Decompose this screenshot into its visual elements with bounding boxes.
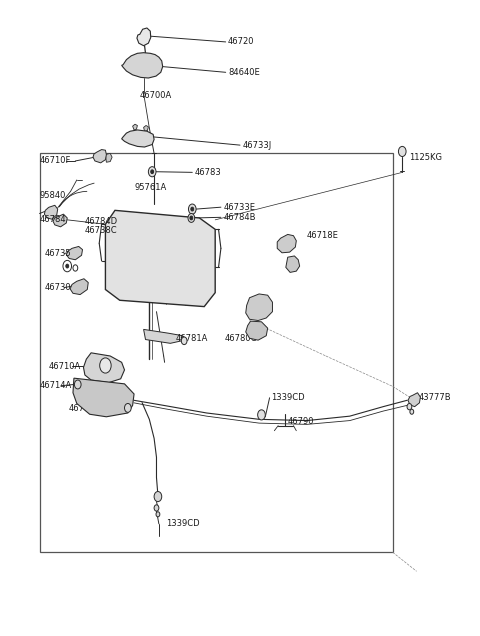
Polygon shape (277, 235, 296, 252)
Text: 1125KG: 1125KG (409, 153, 443, 162)
Text: 46738C: 46738C (85, 226, 118, 235)
Text: 43777B: 43777B (419, 392, 452, 402)
Circle shape (410, 409, 414, 414)
Polygon shape (53, 214, 67, 227)
Text: 46710A: 46710A (49, 362, 82, 371)
Polygon shape (144, 125, 148, 131)
Text: 84640E: 84640E (228, 68, 260, 77)
Text: 95761A: 95761A (134, 183, 166, 192)
Circle shape (154, 505, 159, 511)
Text: 46784D: 46784D (85, 218, 118, 226)
Polygon shape (73, 378, 134, 417)
Polygon shape (106, 153, 112, 162)
Bar (39, 153, 393, 552)
Text: 46783: 46783 (195, 168, 221, 177)
Polygon shape (70, 279, 88, 294)
Polygon shape (93, 149, 107, 163)
Circle shape (189, 204, 196, 214)
Text: 95840: 95840 (39, 191, 66, 200)
Circle shape (74, 380, 81, 389)
Text: 46700A: 46700A (140, 90, 172, 100)
Polygon shape (132, 124, 137, 130)
Polygon shape (66, 246, 83, 259)
Circle shape (124, 403, 131, 412)
Circle shape (100, 358, 111, 373)
Polygon shape (44, 205, 58, 219)
Text: 46714A: 46714A (39, 381, 72, 391)
Circle shape (258, 410, 265, 420)
Polygon shape (286, 256, 300, 272)
Circle shape (407, 403, 412, 410)
Circle shape (154, 492, 162, 502)
Polygon shape (84, 353, 124, 383)
Text: 46720: 46720 (228, 38, 254, 46)
Text: 46790: 46790 (288, 417, 314, 425)
Text: 46735: 46735 (44, 249, 71, 258)
Polygon shape (121, 130, 154, 147)
Text: 46718E: 46718E (307, 231, 339, 240)
Text: 1339CD: 1339CD (271, 393, 305, 403)
Circle shape (148, 167, 156, 177)
Text: 46781A: 46781A (176, 335, 208, 343)
Circle shape (156, 512, 160, 517)
Text: 46784: 46784 (39, 216, 66, 225)
Text: 46710F: 46710F (39, 156, 71, 165)
Polygon shape (246, 294, 273, 321)
Circle shape (190, 216, 193, 220)
Text: 46714A: 46714A (68, 404, 100, 413)
Text: 46733E: 46733E (223, 203, 255, 212)
Circle shape (151, 170, 154, 174)
Circle shape (66, 264, 69, 268)
Text: 46733J: 46733J (242, 141, 272, 149)
Polygon shape (121, 53, 163, 78)
Circle shape (398, 146, 406, 156)
Polygon shape (144, 329, 185, 343)
Text: 46784B: 46784B (223, 213, 256, 222)
Polygon shape (137, 28, 151, 46)
Polygon shape (106, 211, 215, 307)
Polygon shape (246, 321, 268, 340)
Text: 1339CD: 1339CD (166, 520, 200, 529)
Circle shape (191, 207, 194, 211)
Circle shape (188, 214, 195, 223)
Polygon shape (408, 392, 420, 406)
Circle shape (181, 337, 187, 345)
Text: 46730: 46730 (44, 283, 71, 292)
Text: 46780C: 46780C (225, 335, 257, 343)
